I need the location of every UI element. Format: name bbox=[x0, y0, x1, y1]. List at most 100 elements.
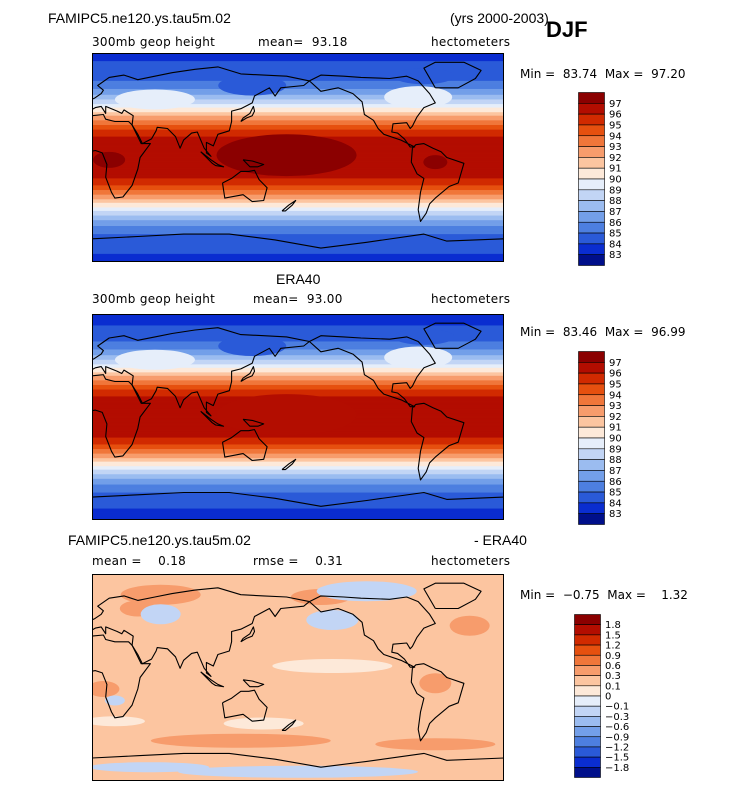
panel3-minmax: Min = −0.75 Max = 1.32 bbox=[520, 588, 688, 602]
colorbar-tick-label: 90 bbox=[609, 434, 622, 445]
field-band bbox=[92, 252, 504, 255]
colorbar-swatch bbox=[578, 362, 605, 374]
field-band bbox=[92, 116, 504, 119]
colorbar-swatch bbox=[574, 705, 601, 717]
panel3-units: hectometers bbox=[431, 554, 511, 568]
colorbar-tick-label: 1.5 bbox=[605, 630, 621, 641]
colorbar-swatch bbox=[574, 644, 601, 656]
coastline bbox=[92, 66, 310, 157]
colorbar-tick-label: 91 bbox=[609, 164, 622, 175]
field-band bbox=[92, 100, 504, 103]
coastline bbox=[242, 418, 265, 427]
field-band bbox=[92, 366, 504, 369]
field-band bbox=[92, 248, 504, 250]
field-band bbox=[92, 434, 504, 436]
field-band bbox=[92, 453, 504, 456]
colorbar-swatch bbox=[578, 232, 605, 245]
colorbar-tick-label: 84 bbox=[609, 239, 622, 250]
colorbar-swatch bbox=[578, 426, 605, 439]
field-band bbox=[92, 468, 504, 471]
field-band bbox=[92, 93, 504, 96]
panel3-map bbox=[92, 574, 504, 781]
field-band bbox=[92, 188, 504, 191]
field-band bbox=[92, 99, 504, 102]
field-positive-patch bbox=[375, 738, 496, 751]
field-band bbox=[92, 322, 504, 324]
coastline bbox=[242, 159, 265, 168]
field-band bbox=[92, 215, 504, 218]
coastline bbox=[410, 663, 465, 742]
coastline bbox=[410, 143, 465, 222]
field-band bbox=[92, 127, 504, 130]
field-band bbox=[92, 213, 504, 215]
field-band bbox=[92, 123, 504, 126]
field-band bbox=[92, 388, 504, 391]
field-band bbox=[92, 349, 504, 352]
field-band bbox=[92, 502, 504, 505]
colorbar-tick-label: 0.3 bbox=[605, 671, 621, 682]
field-negative-patch bbox=[178, 765, 418, 778]
coastline bbox=[423, 322, 482, 349]
field-band bbox=[92, 374, 504, 377]
colorbar-tick-label: 1.2 bbox=[605, 641, 621, 652]
field-band bbox=[92, 223, 504, 226]
colorbar-tick-label: 93 bbox=[609, 401, 622, 412]
colorbar-swatch bbox=[578, 200, 605, 212]
colorbar-tick-label: 0.1 bbox=[605, 681, 621, 692]
field-band bbox=[92, 207, 504, 210]
field-band bbox=[92, 106, 504, 109]
field-band bbox=[92, 174, 504, 177]
colorbar-swatch bbox=[578, 254, 605, 266]
colorbar-tick-label: 93 bbox=[609, 142, 622, 153]
field-band bbox=[92, 238, 504, 241]
panel3-mean: mean = 0.18 bbox=[92, 554, 186, 568]
field-band bbox=[92, 75, 504, 77]
field-band bbox=[92, 58, 504, 61]
field-band bbox=[92, 392, 504, 395]
colorbar-tick-label: 85 bbox=[609, 488, 622, 499]
colorbar-tick-label: 96 bbox=[609, 110, 622, 121]
field-band bbox=[92, 256, 504, 258]
coastline bbox=[92, 587, 310, 677]
field-band bbox=[92, 350, 504, 353]
field-band bbox=[92, 510, 504, 513]
field-band bbox=[92, 484, 504, 487]
field-band bbox=[92, 360, 504, 363]
field-band bbox=[92, 511, 504, 514]
field-band bbox=[92, 478, 504, 481]
colorbar-swatch bbox=[578, 211, 605, 223]
field-band bbox=[92, 202, 504, 205]
colorbar-swatch bbox=[574, 654, 601, 666]
field-band bbox=[92, 500, 504, 503]
field-band bbox=[92, 122, 504, 125]
colorbar-tick-label: 90 bbox=[609, 175, 622, 186]
coastline bbox=[423, 582, 482, 610]
field-band bbox=[92, 187, 504, 190]
field-band bbox=[92, 509, 504, 512]
colorbar-tick-label: 86 bbox=[609, 218, 622, 229]
colorbar-swatch bbox=[574, 716, 601, 727]
field-band bbox=[92, 250, 504, 253]
colorbar-tick-label: 94 bbox=[609, 390, 622, 401]
field-band bbox=[92, 64, 504, 67]
field-band bbox=[92, 477, 504, 480]
colorbar-swatch bbox=[578, 178, 605, 191]
panel3-rmse-value: 0.31 bbox=[315, 554, 344, 568]
field-band bbox=[92, 191, 504, 193]
field-band bbox=[92, 444, 504, 447]
colorbar-swatch bbox=[578, 405, 605, 417]
field-negative-patch bbox=[306, 610, 359, 630]
field-band bbox=[92, 124, 504, 127]
field-maximum bbox=[93, 151, 126, 168]
field-band bbox=[92, 217, 504, 220]
field-band bbox=[92, 114, 504, 117]
panel2-min-label: Min = bbox=[520, 325, 556, 339]
panel1-min-value: 83.74 bbox=[562, 67, 598, 81]
field-band bbox=[92, 73, 504, 76]
field-band bbox=[92, 384, 504, 387]
field-band bbox=[92, 55, 504, 58]
field-band bbox=[92, 447, 504, 450]
field-band bbox=[92, 121, 504, 124]
field-band bbox=[92, 497, 504, 499]
colorbar-tick-label: 95 bbox=[609, 379, 622, 390]
